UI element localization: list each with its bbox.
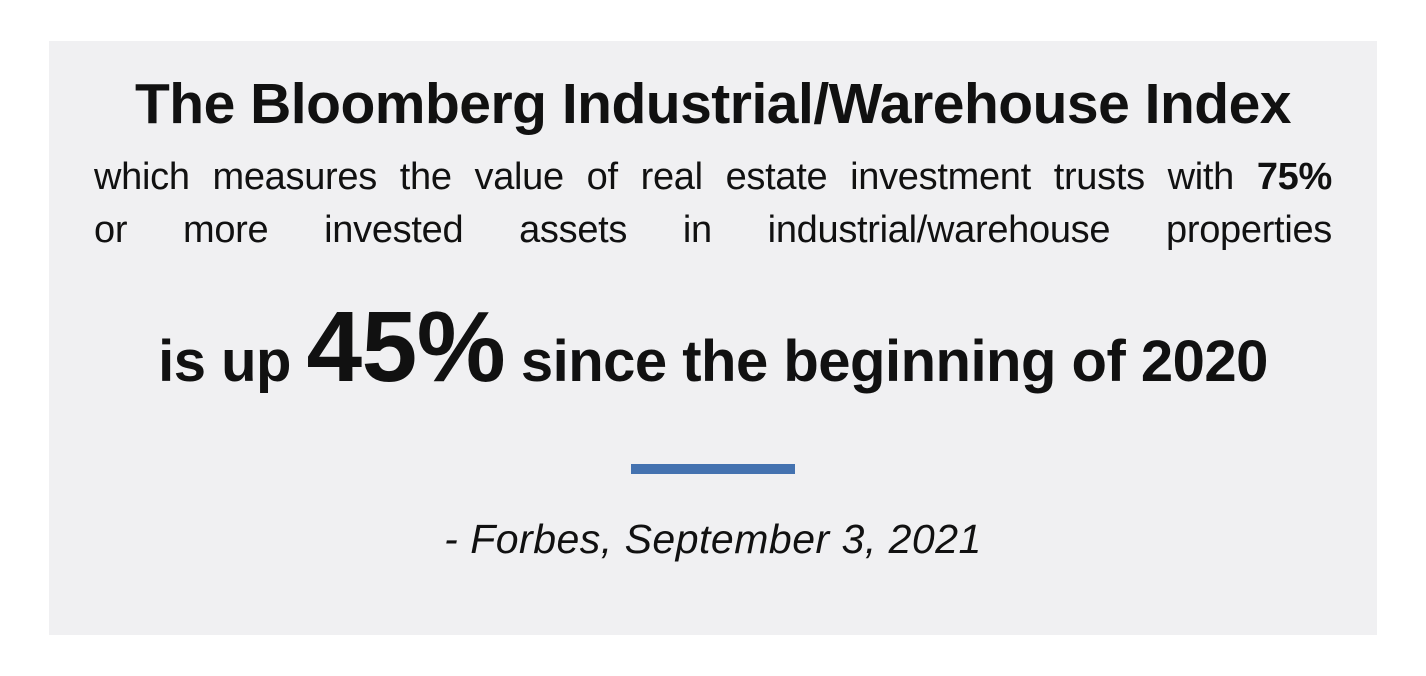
quote-description: which measures the value of real estate … (94, 151, 1332, 257)
quote-card: The Bloomberg Industrial/Warehouse Index… (49, 41, 1377, 635)
quote-title: The Bloomberg Industrial/Warehouse Index (134, 72, 1292, 136)
statement-prefix: is up (158, 329, 307, 395)
statement-suffix: since the beginning of 2020 (505, 329, 1269, 395)
statement-highlight-value: 45% (306, 291, 506, 404)
blue-divider (631, 464, 795, 475)
attribution-text: - Forbes, September 3, 2021 (444, 516, 982, 563)
description-percent-bold: 75% (1256, 155, 1332, 198)
description-text-line2: or more invested assets in industrial/wa… (94, 209, 1332, 252)
quote-statement: is up 45% since the beginning of 2020 (94, 297, 1332, 412)
description-text-regular: which measures the value of real estate … (94, 155, 1257, 198)
